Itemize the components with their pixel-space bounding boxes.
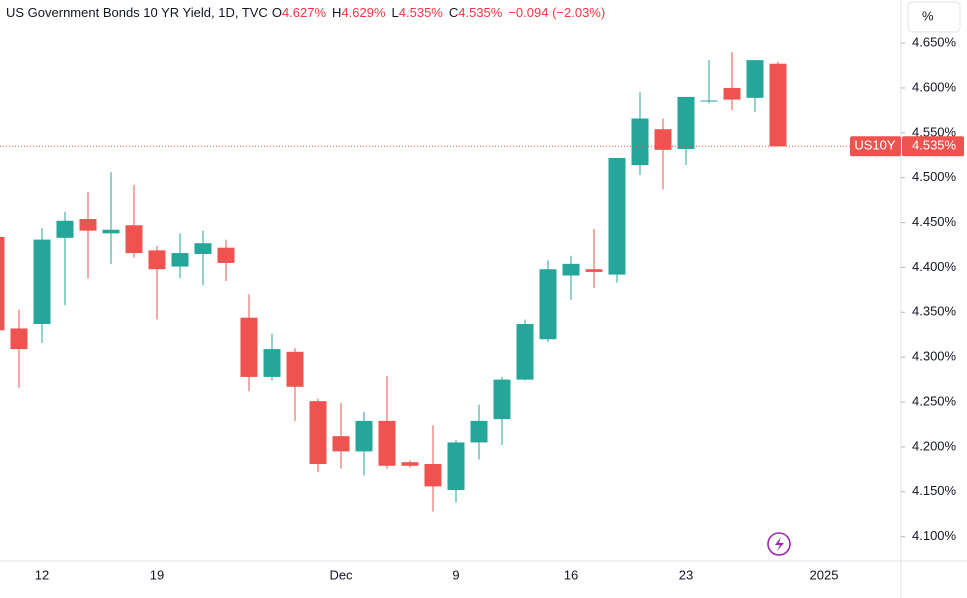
y-tick-label: 4.600%	[912, 79, 957, 94]
candle-body	[148, 250, 166, 270]
ohlc-key: O	[271, 5, 282, 20]
candle-body	[608, 157, 626, 275]
candle-body	[424, 463, 442, 487]
candle-body	[562, 263, 580, 276]
candle-body	[401, 462, 419, 466]
candle-body	[470, 420, 488, 443]
x-tick-label: Dec	[329, 567, 353, 582]
candle-body	[125, 225, 143, 254]
candle-body	[493, 379, 511, 420]
y-tick-label: 4.150%	[912, 483, 957, 498]
candle-body	[677, 96, 695, 149]
y-tick-label: 4.650%	[912, 35, 957, 50]
candle-body	[171, 253, 189, 267]
symbol-badge	[850, 136, 901, 157]
candle-body	[240, 317, 258, 377]
legend-header: US Government Bonds 10 YR Yield, 1D, TVC…	[6, 5, 611, 20]
candle-body	[10, 328, 28, 350]
candle-body	[309, 401, 327, 464]
y-tick-label: 4.400%	[912, 259, 957, 274]
ohlc-value: 4.627%	[281, 5, 327, 20]
ohlc-key: C	[448, 5, 459, 20]
ohlc-key: H	[332, 5, 342, 20]
candle-body	[516, 323, 534, 380]
symbol-label: US10Y	[854, 138, 896, 153]
candle-body	[355, 420, 373, 452]
candle-body	[631, 118, 649, 166]
candle-body	[746, 60, 764, 98]
candle-body	[723, 87, 741, 100]
y-tick-label: 4.550%	[912, 124, 957, 139]
change-value: −0.094 (−2.03%)	[508, 5, 606, 20]
y-tick-label: 4.200%	[912, 438, 957, 453]
price-badge	[902, 136, 964, 157]
candle-body	[769, 63, 787, 147]
price-label: 4.535%	[912, 138, 957, 153]
candle-body	[194, 243, 212, 254]
candle-body	[102, 229, 120, 234]
x-tick-label: 23	[679, 567, 693, 582]
x-tick-label: 9	[452, 567, 459, 582]
candle-body	[539, 269, 557, 340]
candle-body	[332, 436, 350, 452]
chart-title: US Government Bonds 10 YR Yield, 1D, TVC	[6, 5, 268, 20]
candle-body	[700, 100, 718, 102]
candle-body	[263, 349, 281, 377]
y-tick-label: 4.500%	[912, 169, 957, 184]
x-tick-label: 19	[150, 567, 164, 582]
y-tick-label: 4.100%	[912, 528, 957, 543]
y-tick-label: 4.450%	[912, 214, 957, 229]
candle-body	[654, 129, 672, 150]
candle-body	[378, 420, 396, 466]
candle-body	[0, 236, 5, 331]
y-tick-label: 4.350%	[912, 304, 957, 319]
candle-body	[447, 442, 465, 490]
x-tick-label: 16	[564, 567, 578, 582]
candle-body	[217, 247, 235, 263]
x-tick-label: 2025	[810, 567, 839, 582]
unit-button[interactable]	[907, 1, 961, 33]
ohlc-value: 4.535%	[458, 5, 503, 20]
ohlc-key: L	[391, 5, 399, 20]
x-tick-label: 12	[35, 567, 49, 582]
lightning-icon[interactable]	[767, 532, 791, 556]
ohlc-value: 4.535%	[398, 5, 443, 20]
y-tick-label: 4.300%	[912, 349, 957, 364]
candle-body	[33, 239, 51, 324]
candle-body	[585, 269, 603, 272]
y-tick-label: 4.250%	[912, 393, 957, 408]
candle-body	[56, 220, 74, 238]
candle-body	[286, 351, 304, 387]
unit-button-label[interactable]: %	[922, 8, 934, 23]
ohlc-value: 4.629%	[341, 5, 386, 20]
candle-body	[79, 218, 97, 231]
plot-clip-group	[0, 52, 787, 512]
